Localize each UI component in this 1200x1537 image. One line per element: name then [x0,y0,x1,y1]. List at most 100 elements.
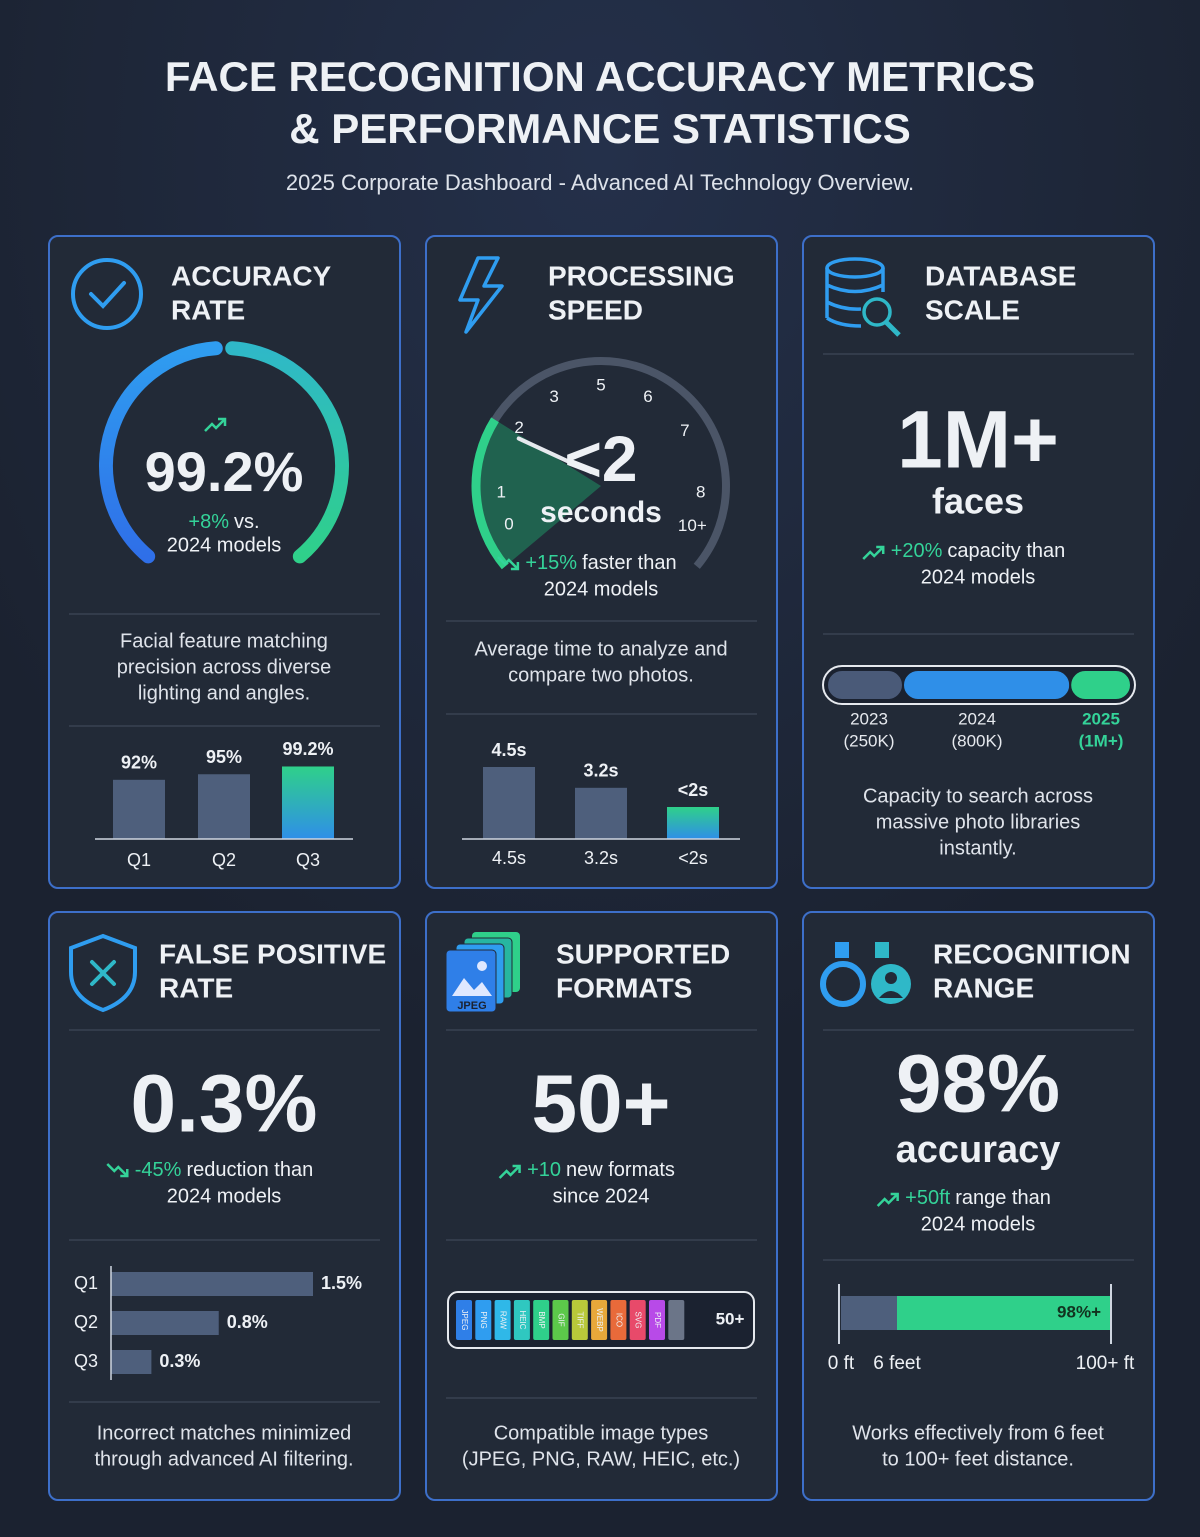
trend-arrow [862,546,885,560]
description: Works effectively from 6 feet [852,1422,1104,1444]
change-text: reduction than [186,1159,313,1181]
dial-edge [471,417,509,570]
trend-arrow [204,418,226,432]
progress-year: 2024 [958,709,996,728]
dial: 0 1 2 3 5 6 7 8 10+ [471,357,730,570]
range-bar-label: 98%+ [1057,1302,1101,1321]
trend-arrow [876,1193,899,1207]
x-tick-label: 4.5s [492,848,526,868]
card-title: SCALE [925,294,1020,325]
format-count: 50+ [716,1309,745,1328]
trend-arrow-head [512,1164,521,1173]
progress-value-label: (1M+) [1079,731,1124,750]
title: FACE RECOGNITION ACCURACY METRICS [165,53,1035,100]
bar-value-label: 95% [206,747,242,767]
description: precision across diverse [117,656,332,678]
format-tile [649,1300,665,1340]
headline: 0.3% [131,1059,318,1150]
change-line-2: 2024 models [167,1185,282,1207]
dial-label: 8 [696,482,705,501]
format-label: BMP [537,1311,546,1328]
bar [667,807,719,839]
description: (JPEG, PNG, RAW, HEIC, etc.) [462,1448,740,1470]
change-text: capacity than [947,540,1065,562]
dial-label: 1 [497,482,506,501]
headline: 98% [896,1039,1060,1130]
progress-year: 2025 [1082,709,1120,728]
bar-value-label: 92% [121,753,157,773]
description: lighting and angles. [138,682,310,704]
format-label: HEIC [518,1310,527,1329]
card-title: ACCURACY [171,260,332,291]
trend-arrow-head [120,1169,129,1178]
dial-label: 3 [549,387,558,406]
format-label: TIFF [576,1312,585,1329]
range-label: 0 ft [828,1353,855,1374]
range-bar [838,1284,1112,1344]
bar [282,766,334,839]
change-line: +10 new formats [527,1159,675,1181]
bar-value-label: 0.8% [227,1312,268,1332]
progress-segment [1069,669,1133,701]
bar-value-label: 3.2s [583,761,618,781]
description: Compatible image types [494,1422,709,1444]
description: instantly. [939,837,1016,859]
description: massive photo libraries [876,811,1081,833]
gauge-arc [225,341,349,564]
change-line: +20% capacity than [891,540,1066,562]
card-title: FORMATS [556,972,692,1003]
progress-segment [902,669,1072,701]
bar [483,767,535,839]
change-text: vs. [234,511,260,533]
change-text: faster than [582,552,677,574]
description: Incorrect matches minimized [97,1422,352,1444]
format-tile [591,1300,608,1340]
format-label: GIF [556,1313,565,1326]
trend-arrow [496,556,519,570]
bar-value-label: 4.5s [491,740,526,760]
trend-arrow [498,1165,521,1179]
format-tile-more [668,1300,685,1340]
change-line: +8% vs. [188,511,259,533]
card-title: PROCESSING [548,260,735,291]
change-line-2: 2024 models [921,566,1036,588]
description: Facial feature matching [120,630,328,652]
bar-value-label: 1.5% [321,1273,362,1293]
y-tick-label: Q2 [74,1312,98,1332]
description: Capacity to search across [863,785,1093,807]
format-tile [552,1300,569,1340]
change-text: new formats [566,1159,675,1181]
range-label: 100+ ft [1076,1353,1135,1374]
card: 98%+ 0 ft 6 feet 100+ ft RECOGNITIONRANG… [802,911,1155,1501]
change-value: +15% [525,552,577,574]
card-title: FALSE POSITIVE [159,938,386,969]
bar [575,787,627,839]
format-label: WEBP [595,1308,604,1332]
format-label: ICO [614,1313,623,1327]
card-frame [802,235,1155,889]
description: Average time to analyze and [474,638,727,660]
progress-value-label: (250K) [843,731,894,750]
lightning-icon [458,256,504,334]
x-tick-label: <2s [678,848,708,868]
format-label: PNG [479,1311,488,1328]
trend-arrow-head [510,562,520,571]
dial-label: 6 [643,387,652,406]
format-tile [533,1300,550,1340]
trend-arrow-head [890,1192,899,1201]
y-tick-label: Q3 [74,1351,98,1371]
trend-arrow [106,1163,129,1177]
card-title: RECOGNITION [933,938,1131,969]
format-tile [456,1300,472,1340]
bar [198,774,250,839]
headline: 99.2% [145,440,304,503]
headline: 50+ [531,1059,670,1150]
dial-label: 5 [596,375,605,394]
format-tile [475,1300,492,1340]
format-label: PDF [653,1312,662,1328]
format-label: JPEG [460,1310,469,1331]
icon-label: JPEG [457,1000,486,1012]
